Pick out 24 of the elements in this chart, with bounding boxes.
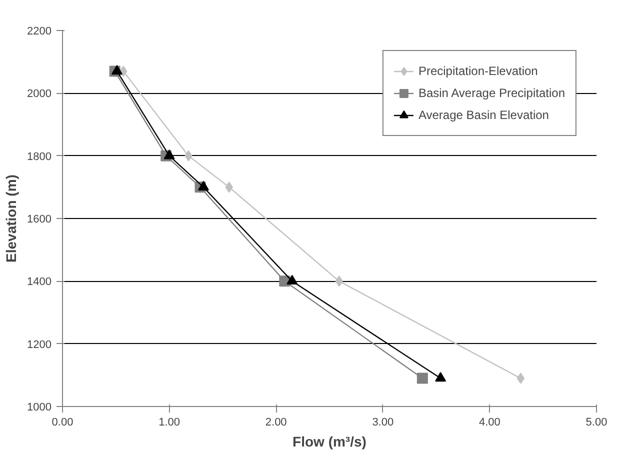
x-tick-label: 5.00 [586,416,608,428]
y-tick-label: 2000 [27,88,52,100]
x-tick-label: 2.00 [265,416,287,428]
point [416,372,428,384]
x-tick-label: 0.00 [52,416,74,428]
point [286,274,298,285]
point [198,180,209,191]
legend-label: Basin Average Precipitation [418,86,565,100]
x-tick-label: 4.00 [478,416,500,428]
y-tick-label: 2200 [27,26,52,38]
x-tick-label: 1.00 [158,416,180,428]
point [516,372,525,384]
x-axis-title: Flow (m³/s) [292,434,366,450]
y-tick-label: 1600 [27,214,52,226]
y-axis-title: Elevation (m) [3,174,20,262]
y-tick-label: 1000 [27,402,52,414]
point [435,372,446,382]
y-tick-label: 1400 [27,276,52,288]
y-tick-label: 1800 [27,150,52,163]
y-tick-label: 1200 [27,338,52,351]
legend-label: Precipitation-Elevation [418,64,538,78]
x-tick-label: 3.00 [372,416,394,428]
legend-label: Average Basin Elevation [418,108,549,122]
point [164,150,175,160]
